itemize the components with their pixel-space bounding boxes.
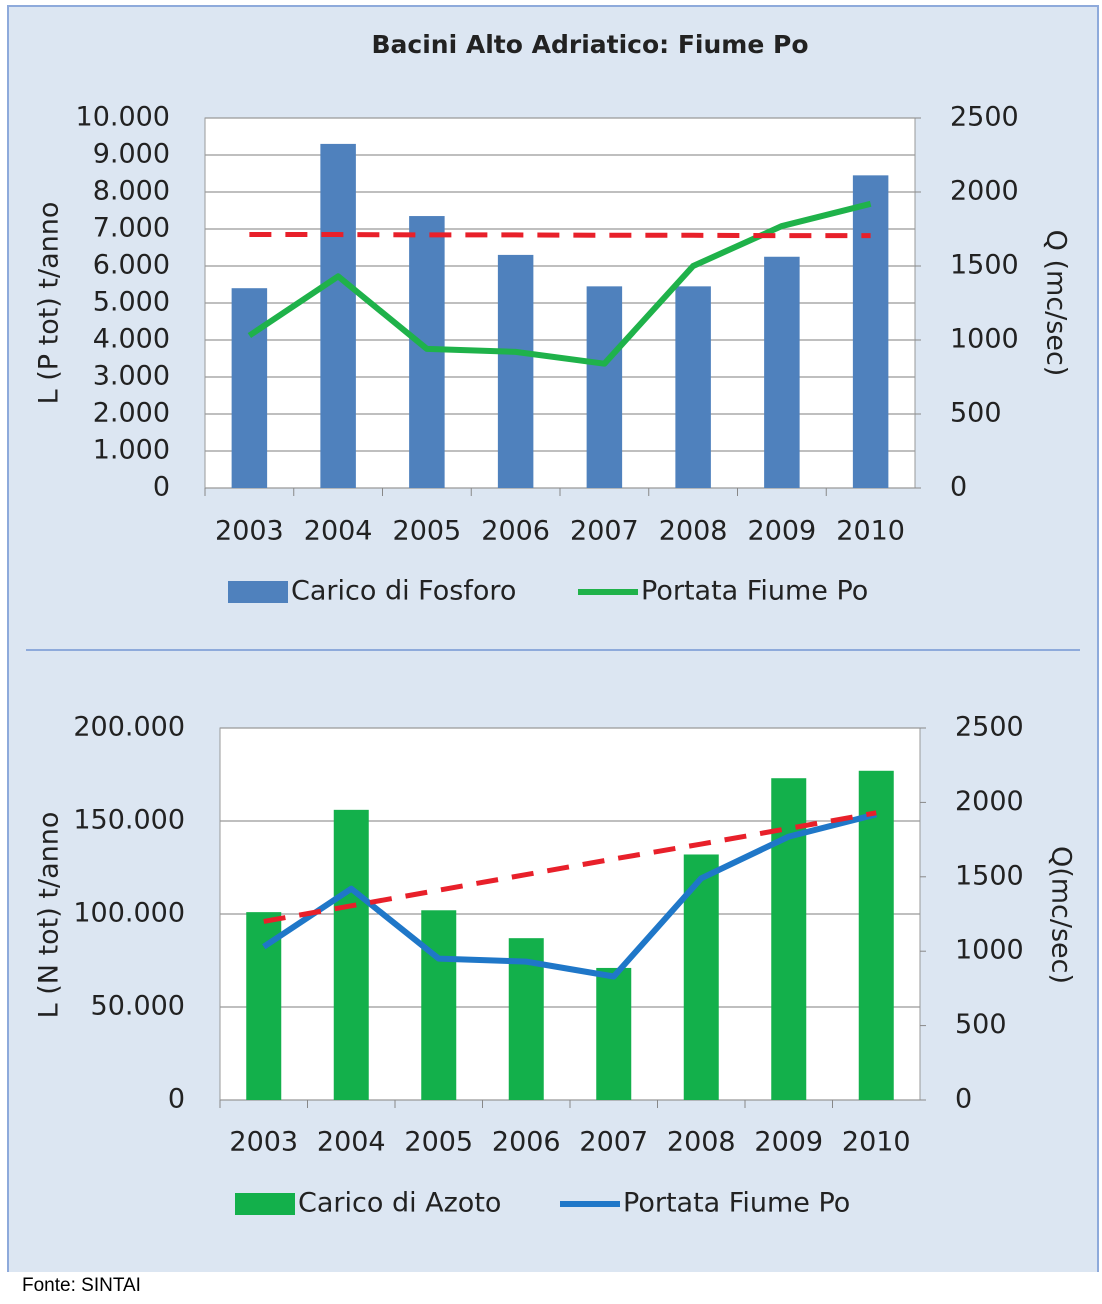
y2-tick-label: 1000 — [950, 324, 1019, 355]
footer-band — [0, 1272, 1102, 1304]
y-tick-label: 100.000 — [73, 898, 185, 929]
y-tick-label: 9.000 — [93, 139, 170, 170]
bar — [231, 288, 268, 488]
y-tick-label: 6.000 — [93, 250, 170, 281]
bar — [852, 175, 889, 488]
bar — [586, 286, 623, 488]
y-tick-label: 8.000 — [93, 176, 170, 207]
y-tick-label: 0 — [153, 472, 170, 503]
bar — [596, 967, 632, 1100]
x-tick-label: 2008 — [667, 1127, 736, 1158]
y-tick-label: 200.000 — [73, 712, 185, 743]
y-tick-label: 50.000 — [91, 991, 185, 1022]
line — [262, 811, 877, 980]
x-tick-label: 2009 — [748, 516, 817, 547]
x-tick-label: 2005 — [404, 1127, 473, 1158]
x-tick-label: 2003 — [229, 1127, 298, 1158]
legend-label: Carico di Azoto — [298, 1188, 501, 1219]
x-tick-label: 2003 — [215, 516, 284, 547]
y2-tick-label: 2000 — [950, 176, 1019, 207]
y2-axis-title: Q (mc/sec) — [1041, 230, 1072, 377]
y-axis-title: L (P tot) t/anno — [34, 202, 65, 405]
x-tick-label: 2010 — [842, 1127, 911, 1158]
x-tick-label: 2004 — [304, 516, 373, 547]
legend-swatch — [235, 1193, 295, 1215]
y-tick-label: 0 — [168, 1084, 185, 1115]
line — [247, 200, 872, 367]
y-tick-label: 1.000 — [93, 435, 170, 466]
y2-tick-label: 500 — [955, 1009, 1007, 1040]
legend-label: Carico di Fosforo — [291, 576, 516, 607]
x-tick-label: 2008 — [659, 516, 728, 547]
y2-tick-label: 1500 — [955, 860, 1024, 891]
bar — [320, 143, 356, 488]
trend-line — [263, 810, 877, 924]
y2-axis-title: Q(mc/sec) — [1046, 846, 1077, 984]
y-tick-label: 2.000 — [93, 398, 170, 429]
y-tick-label: 4.000 — [93, 324, 170, 355]
legend-label: Portata Fiume Po — [623, 1188, 850, 1219]
y2-tick-label: 0 — [955, 1084, 972, 1115]
x-tick-label: 2007 — [570, 516, 639, 547]
y-tick-label: 5.000 — [93, 287, 170, 318]
legend-label: Portata Fiume Po — [641, 576, 868, 607]
y2-tick-label: 1500 — [950, 250, 1019, 281]
y-tick-label: 10.000 — [76, 102, 170, 133]
y2-tick-label: 0 — [950, 472, 967, 503]
y2-tick-label: 1000 — [955, 935, 1024, 966]
bar — [858, 770, 894, 1100]
bar — [421, 910, 457, 1100]
y2-tick-label: 2000 — [955, 786, 1024, 817]
bar — [497, 254, 534, 488]
trend-line — [249, 232, 871, 239]
bar — [675, 286, 711, 488]
bar — [764, 256, 800, 488]
legend-swatch — [228, 581, 288, 603]
source: Fonte: SINTAI — [22, 1275, 141, 1296]
y2-tick-label: 500 — [950, 398, 1002, 429]
y2-tick-label: 2500 — [950, 102, 1019, 133]
x-tick-label: 2006 — [481, 516, 550, 547]
x-tick-label: 2009 — [754, 1127, 823, 1158]
x-tick-label: 2006 — [492, 1127, 561, 1158]
y2-tick-label: 2500 — [955, 712, 1024, 743]
x-tick-label: 2007 — [579, 1127, 648, 1158]
y-tick-label: 3.000 — [93, 361, 170, 392]
bar — [333, 809, 369, 1100]
x-tick-label: 2004 — [317, 1127, 386, 1158]
y-axis-title: L (N tot) t/anno — [34, 812, 65, 1019]
x-tick-label: 2010 — [836, 516, 905, 547]
y-tick-label: 150.000 — [73, 805, 185, 836]
chart-title: Bacini Alto Adriatico: Fiume Po — [371, 30, 808, 59]
x-tick-label: 2005 — [393, 516, 462, 547]
y-tick-label: 7.000 — [93, 213, 170, 244]
